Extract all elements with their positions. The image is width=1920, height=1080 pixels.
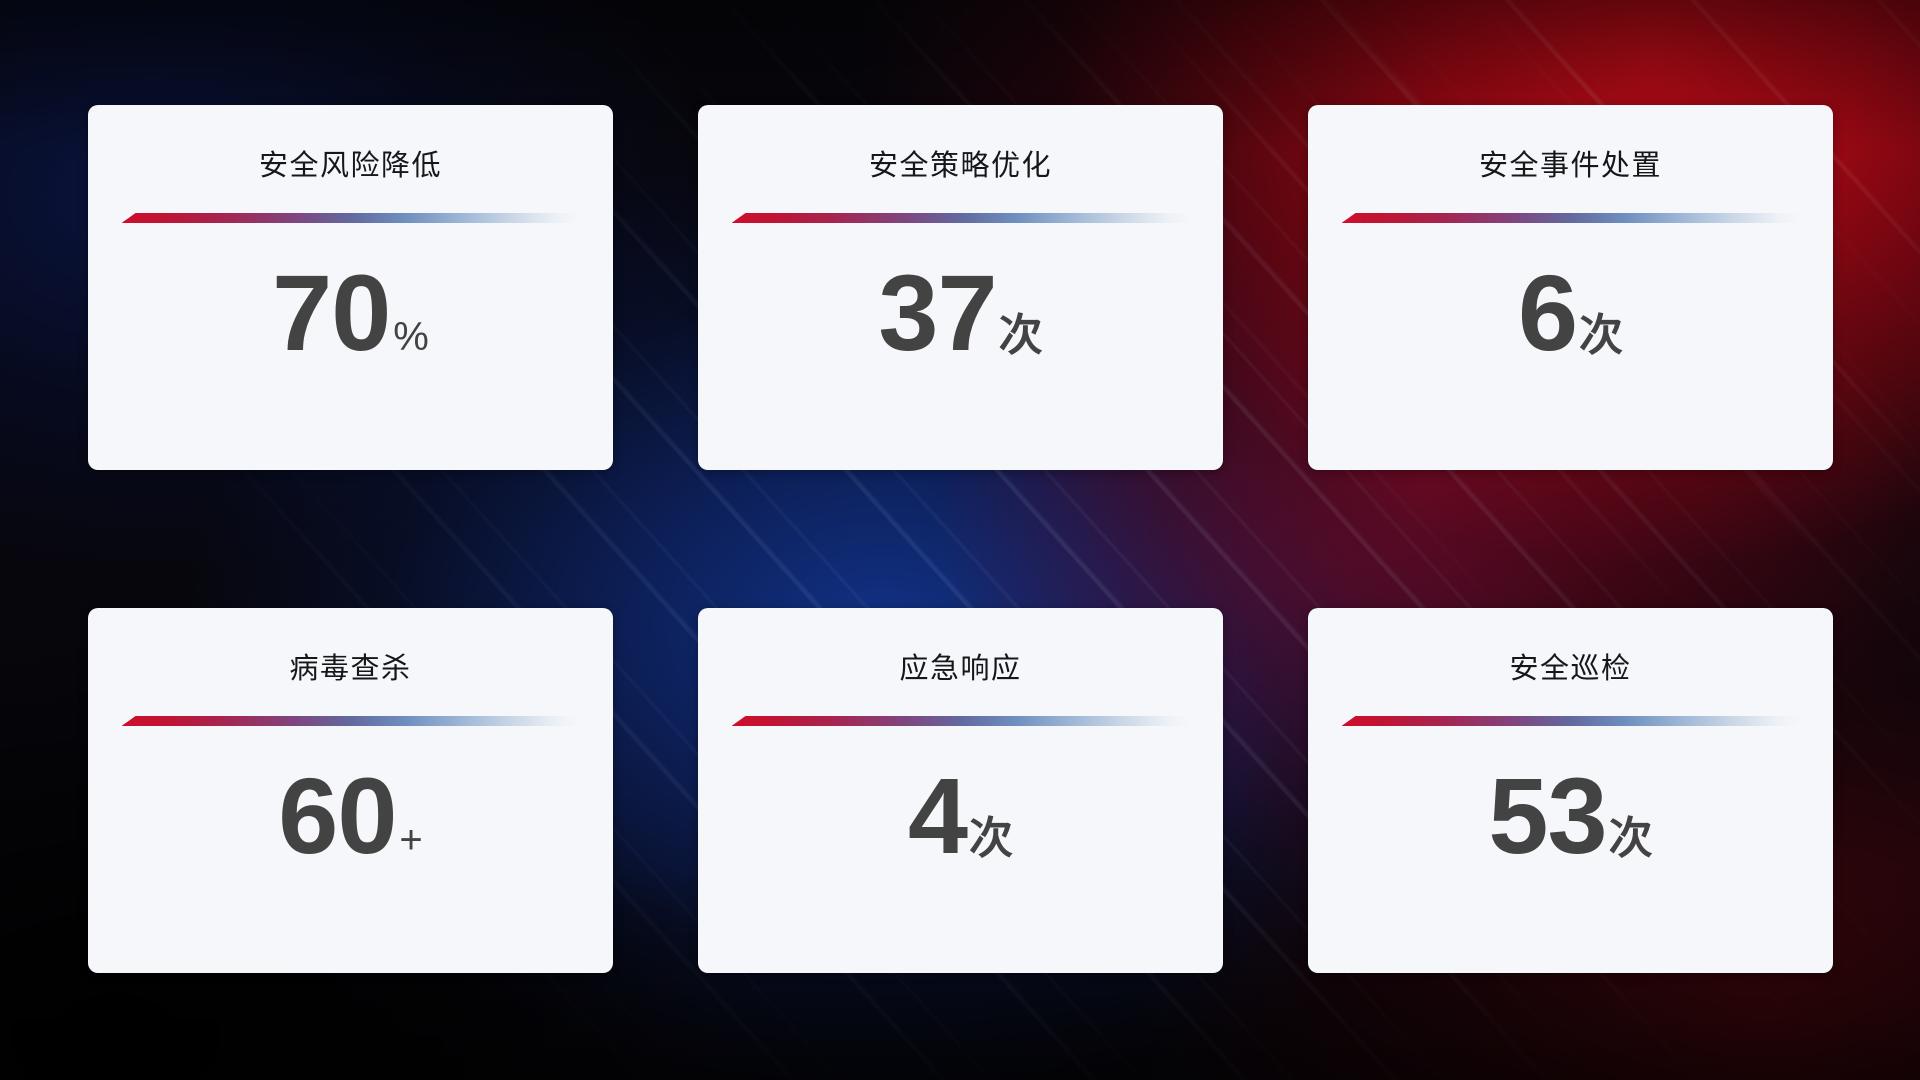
card-value-unit: 次 [1579,311,1624,360]
card-value: 6 次 [1517,252,1624,373]
card-divider [731,213,1190,223]
card-divider [1341,213,1800,223]
metric-card-grid: 安全风险降低 70 % 安全策略优化 37 次 安全事件处置 6 次 病毒查 [88,105,1833,973]
card-title: 应急响应 [899,653,1022,685]
metric-card[interactable]: 安全巡检 53 次 [1308,608,1833,973]
card-value-unit: 次 [969,814,1014,863]
card-divider [731,716,1190,726]
card-value: 37 次 [878,252,1043,373]
card-value-number: 70 [272,252,391,373]
metric-card[interactable]: 安全策略优化 37 次 [698,105,1223,470]
card-value-number: 60 [278,755,397,876]
metric-card[interactable]: 安全事件处置 6 次 [1308,105,1833,470]
card-value: 60 + [278,755,423,876]
card-divider [1341,716,1800,726]
card-title: 安全策略优化 [868,150,1052,182]
card-value: 70 % [272,252,429,373]
card-title: 安全巡检 [1509,653,1632,685]
card-value-unit: % [393,315,429,359]
card-value-number: 6 [1517,252,1578,373]
card-value-number: 4 [907,755,968,876]
card-value-unit: 次 [998,311,1043,360]
card-value: 53 次 [1488,755,1653,876]
card-value-unit: 次 [1608,814,1653,863]
metric-card[interactable]: 应急响应 4 次 [698,608,1223,973]
card-title: 病毒查杀 [289,653,412,685]
card-value-number: 53 [1488,755,1607,876]
metric-card[interactable]: 病毒查杀 60 + [88,608,613,973]
metric-card[interactable]: 安全风险降低 70 % [88,105,613,470]
card-value-number: 37 [878,252,997,373]
card-divider [121,716,580,726]
card-value-unit: + [399,818,423,862]
card-divider [121,213,580,223]
card-value: 4 次 [907,755,1014,876]
card-title: 安全事件处置 [1478,150,1662,182]
card-title: 安全风险降低 [258,150,442,182]
